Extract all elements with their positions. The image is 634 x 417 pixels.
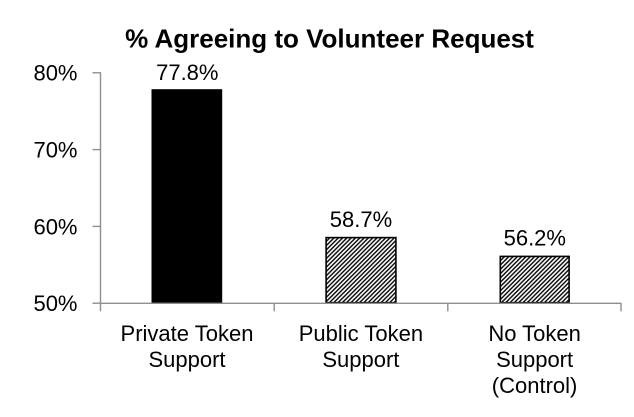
svg-text:70%: 70% xyxy=(33,138,77,163)
svg-text:60%: 60% xyxy=(33,214,77,239)
svg-text:Support: Support xyxy=(496,347,573,372)
svg-text:80%: 80% xyxy=(33,61,77,86)
svg-text:% Agreeing to Volunteer Reques: % Agreeing to Volunteer Request xyxy=(125,24,534,54)
svg-text:No Token: No Token xyxy=(488,321,581,346)
svg-text:Support: Support xyxy=(322,347,399,372)
svg-text:(Control): (Control) xyxy=(492,373,578,398)
svg-text:50%: 50% xyxy=(33,291,77,316)
svg-text:Support: Support xyxy=(148,347,225,372)
svg-text:77.8%: 77.8% xyxy=(156,60,218,85)
svg-text:Private Token: Private Token xyxy=(121,321,254,346)
svg-text:Public Token: Public Token xyxy=(299,321,423,346)
svg-text:56.2%: 56.2% xyxy=(504,225,566,250)
svg-text:58.7%: 58.7% xyxy=(330,207,392,232)
